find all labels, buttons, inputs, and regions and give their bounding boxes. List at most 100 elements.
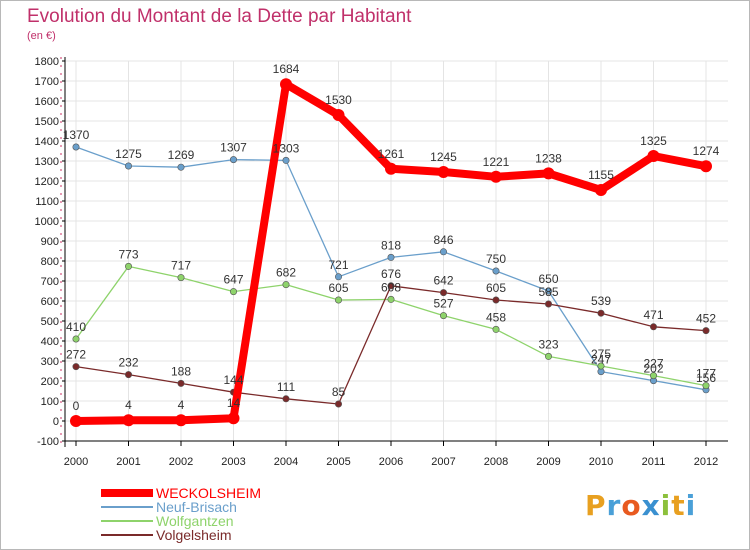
data-label-wolfgantzen: 458	[486, 310, 506, 324]
data-label-volgelsheim: 642	[433, 274, 453, 288]
x-tick-label: 2011	[642, 456, 666, 468]
x-tick-label: 2000	[64, 456, 88, 468]
data-point-volgelsheim	[177, 379, 185, 387]
data-point-neuf-brisach	[387, 253, 395, 261]
y-tick-label: 1300	[35, 156, 59, 168]
data-point-weckolsheim	[122, 414, 135, 427]
data-point-wolfgantzen	[597, 362, 605, 370]
data-point-wolfgantzen	[282, 281, 290, 289]
y-tick-label: 900	[41, 236, 59, 248]
data-label-neuf-brisach: 156	[696, 371, 716, 385]
data-label-weckolsheim: 14	[227, 396, 241, 410]
chart-unit: (en €)	[27, 30, 56, 42]
data-label-wolfgantzen: 410	[66, 320, 86, 334]
data-label-neuf-brisach: 1370	[63, 128, 90, 142]
data-point-neuf-brisach	[544, 287, 552, 295]
data-label-volgelsheim: 188	[171, 364, 191, 378]
data-label-volgelsheim: 471	[643, 308, 663, 322]
data-label-weckolsheim: 1221	[483, 155, 510, 169]
data-label-neuf-brisach: 1275	[115, 147, 142, 161]
data-point-wolfgantzen	[72, 335, 80, 343]
data-label-neuf-brisach: 750	[486, 252, 506, 266]
data-point-neuf-brisach	[230, 156, 238, 164]
data-label-weckolsheim: 4	[178, 398, 185, 412]
y-tick-label: 100	[41, 396, 59, 408]
brand-logo: Proxiti	[585, 489, 696, 522]
data-label-volgelsheim: 232	[118, 356, 138, 370]
y-tick-label: 1800	[35, 56, 59, 68]
y-tick-label: 1400	[35, 136, 59, 148]
data-point-weckolsheim	[700, 160, 712, 173]
brand-letter: P	[585, 489, 607, 522]
data-point-volgelsheim	[439, 289, 447, 297]
data-label-volgelsheim: 85	[332, 385, 346, 399]
brand-letter: i	[660, 489, 672, 522]
y-tick-label: 800	[41, 256, 59, 268]
y-tick-label: 1700	[35, 76, 59, 88]
data-point-volgelsheim	[125, 371, 133, 379]
data-point-neuf-brisach	[439, 248, 447, 256]
data-point-volgelsheim	[334, 400, 342, 408]
data-point-volgelsheim	[72, 363, 80, 371]
x-tick-label: 2005	[326, 456, 350, 468]
data-point-wolfgantzen	[439, 312, 447, 320]
data-point-wolfgantzen	[649, 372, 657, 380]
legend-label: Neuf-Brisach	[156, 499, 237, 515]
legend-label: Volgelsheim	[156, 527, 232, 543]
data-label-wolfgantzen: 275	[591, 347, 611, 361]
brand-letter: t	[671, 489, 686, 522]
data-point-volgelsheim	[387, 282, 395, 290]
data-point-volgelsheim	[282, 395, 290, 403]
data-point-volgelsheim	[702, 327, 710, 335]
data-label-volgelsheim: 585	[538, 285, 558, 299]
data-point-neuf-brisach	[282, 156, 290, 164]
y-tick-label: 1500	[35, 116, 59, 128]
data-point-neuf-brisach	[72, 143, 80, 151]
data-label-wolfgantzen: 647	[223, 273, 243, 287]
data-label-volgelsheim: 144	[223, 373, 243, 387]
data-label-volgelsheim: 272	[66, 348, 86, 362]
y-tick-label: 200	[41, 376, 59, 388]
data-label-neuf-brisach: 202	[643, 362, 663, 376]
data-point-weckolsheim	[542, 167, 555, 180]
x-tick-label: 2006	[379, 456, 403, 468]
data-point-weckolsheim	[647, 150, 660, 162]
x-tick-label: 2012	[694, 456, 718, 468]
y-tick-label: 1200	[35, 176, 59, 188]
data-label-neuf-brisach: 846	[433, 233, 453, 247]
data-label-wolfgantzen: 527	[433, 297, 453, 311]
data-label-neuf-brisach: 721	[328, 258, 348, 272]
x-tick-label: 2008	[484, 456, 508, 468]
x-tick-label: 2004	[274, 456, 298, 468]
y-tick-label: 1000	[35, 216, 59, 228]
data-point-neuf-brisach	[492, 267, 500, 275]
legend-label: WECKOLSHEIM	[156, 485, 262, 501]
data-point-weckolsheim	[280, 78, 292, 91]
legend-swatch	[101, 520, 153, 522]
data-point-weckolsheim	[385, 162, 397, 175]
data-label-volgelsheim: 676	[381, 267, 401, 281]
data-label-weckolsheim: 1530	[325, 93, 352, 107]
x-tick-label: 2010	[589, 456, 613, 468]
data-point-wolfgantzen	[125, 262, 133, 270]
data-point-neuf-brisach	[125, 162, 133, 170]
x-tick-label: 2007	[431, 456, 455, 468]
data-point-weckolsheim	[332, 109, 345, 121]
data-point-wolfgantzen	[387, 295, 395, 303]
data-label-wolfgantzen: 177	[696, 367, 716, 381]
y-tick-label: 1600	[35, 96, 59, 108]
data-label-wolfgantzen: 608	[381, 280, 401, 294]
y-tick-label: 0	[53, 416, 59, 428]
y-tick-label: 300	[41, 356, 59, 368]
x-tick-label: 2003	[221, 456, 245, 468]
brand-letter: o	[621, 489, 642, 522]
legend-swatch	[101, 489, 153, 497]
data-label-weckolsheim: 1684	[273, 62, 300, 76]
data-point-volgelsheim	[597, 309, 605, 317]
y-tick-label: 500	[41, 316, 59, 328]
legend-swatch	[101, 506, 153, 508]
data-label-wolfgantzen: 773	[118, 247, 138, 261]
data-point-volgelsheim	[544, 300, 552, 308]
data-label-neuf-brisach: 650	[538, 272, 558, 286]
